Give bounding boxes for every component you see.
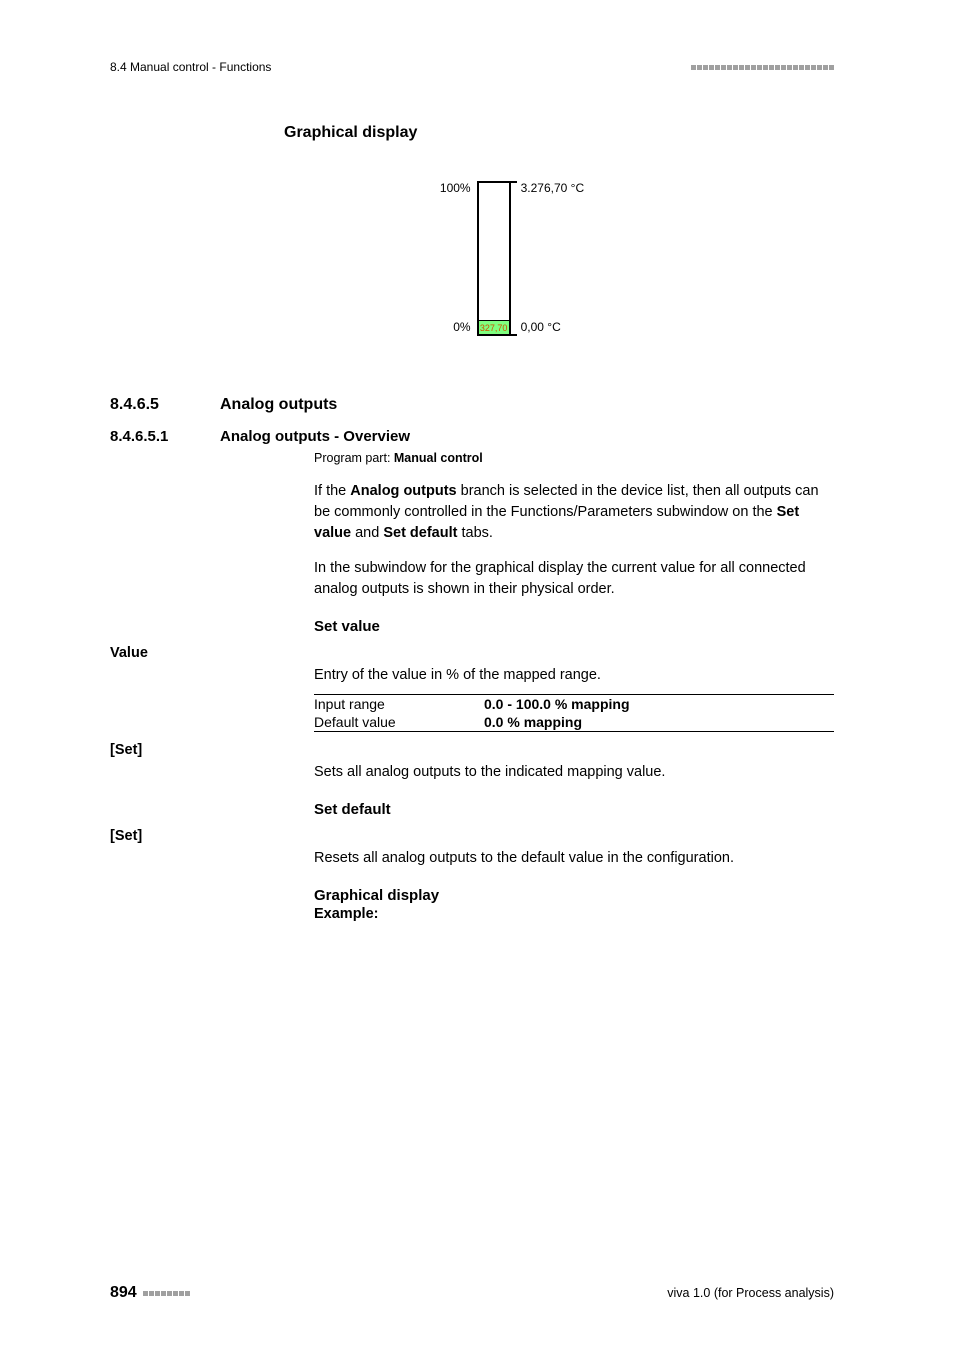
footer-decor: [143, 1291, 190, 1296]
program-part-line: Program part: Manual control: [314, 451, 834, 465]
table-cell-label: Input range: [314, 696, 484, 712]
para1-bold1: Analog outputs: [350, 483, 456, 499]
set2-description: Resets all analog outputs to the default…: [314, 848, 834, 869]
table-cell-label: Default value: [314, 714, 484, 730]
chart-temp-top: 3.276,70 °C: [521, 181, 585, 195]
footer-right: viva 1.0 (for Process analysis): [667, 1286, 834, 1300]
label-value: Value: [110, 645, 834, 661]
section-number: 8.4.6.5: [110, 396, 220, 414]
table-row: Input range0.0 - 100.0 % mapping: [314, 695, 834, 713]
program-part-value: Manual control: [394, 451, 483, 465]
table-cell-value: 0.0 - 100.0 % mapping: [484, 696, 630, 712]
para1-post: tabs.: [457, 525, 492, 541]
subsection-number: 8.4.6.5.1: [110, 428, 220, 445]
chart-pct-top: 100%: [440, 181, 471, 195]
header-section-path: 8.4 Manual control - Functions: [110, 60, 271, 74]
heading-set-default: Set default: [314, 801, 834, 818]
page-header: 8.4 Manual control - Functions: [110, 60, 834, 74]
value-description: Entry of the value in % of the mapped ra…: [314, 665, 834, 686]
table-row: Default value0.0 % mapping: [314, 713, 834, 731]
para1-bold3: Set default: [383, 525, 457, 541]
chart-bar: 327,70: [477, 181, 511, 336]
chart-bar-fill: 327,70: [479, 320, 509, 334]
chart-bar-value: 327,70: [480, 323, 508, 333]
page-content: Graphical display 100% 0% 327,70 3.276,7…: [110, 124, 834, 922]
heading-graphical-display-1: Graphical display: [284, 124, 834, 142]
chart-tick-bot: [509, 334, 517, 336]
label-set-1: [Set]: [110, 742, 834, 758]
chart-percent-axis: 100% 0%: [440, 181, 471, 336]
para1-mid2: and: [351, 525, 383, 541]
paragraph-2: In the subwindow for the graphical displ…: [314, 558, 834, 600]
table-cell-value: 0.0 % mapping: [484, 714, 582, 730]
paragraph-1: If the Analog outputs branch is selected…: [314, 481, 834, 544]
label-set-2: [Set]: [110, 828, 834, 844]
value-table: Input range0.0 - 100.0 % mappingDefault …: [314, 694, 834, 732]
example-label: Example:: [314, 906, 834, 922]
chart-temp-axis: 3.276,70 °C 0,00 °C: [521, 181, 585, 336]
heading-graphical-display-2: Graphical display: [314, 887, 834, 904]
heading-set-value: Set value: [314, 618, 834, 635]
subsection-title: Analog outputs - Overview: [220, 428, 410, 445]
footer-left: 894: [110, 1284, 190, 1302]
para1-pre: If the: [314, 483, 350, 499]
section-84651: 8.4.6.5.1 Analog outputs - Overview: [110, 428, 834, 445]
program-part-label: Program part:: [314, 451, 394, 465]
chart-temp-bot: 0,00 °C: [521, 320, 585, 334]
section-title: Analog outputs: [220, 396, 337, 414]
page-number: 894: [110, 1284, 137, 1302]
bar-chart: 100% 0% 327,70 3.276,70 °C 0,00 °C: [440, 166, 584, 336]
chart-container: 100% 0% 327,70 3.276,70 °C 0,00 °C: [190, 166, 834, 336]
set1-description: Sets all analog outputs to the indicated…: [314, 762, 834, 783]
section-8465: 8.4.6.5 Analog outputs: [110, 396, 834, 414]
header-decor: [691, 65, 834, 70]
page-footer: 894 viva 1.0 (for Process analysis): [110, 1284, 834, 1302]
chart-tick-top: [509, 181, 517, 183]
chart-pct-bot: 0%: [453, 320, 470, 334]
